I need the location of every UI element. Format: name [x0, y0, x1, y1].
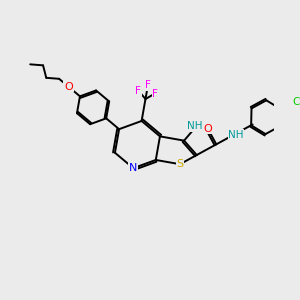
Text: S: S — [176, 159, 184, 169]
Text: Cl: Cl — [293, 97, 300, 106]
Text: NH₂: NH₂ — [187, 122, 207, 131]
Text: NH: NH — [228, 130, 244, 140]
Text: F: F — [152, 88, 158, 98]
Text: O: O — [203, 124, 212, 134]
Text: F: F — [145, 80, 151, 90]
Text: N: N — [129, 163, 137, 173]
Text: O: O — [64, 82, 73, 92]
Text: F: F — [135, 85, 141, 96]
